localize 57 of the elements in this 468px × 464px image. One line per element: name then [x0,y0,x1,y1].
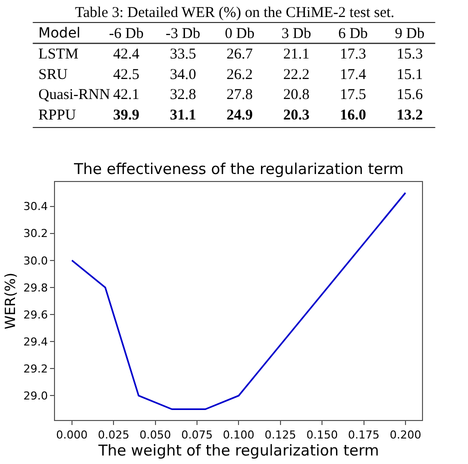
data-label: 21.1 [283,46,310,62]
x-axis-title: The weight of the regularization term [97,441,379,460]
data-label: 20.8 [283,87,310,104]
data-label: 15.3 [396,46,423,62]
data-label: 17.3 [340,46,366,62]
data-label: 20.3 [283,108,310,124]
y-axis-title: Model [38,26,80,42]
x-tick-label: -3 Db [166,26,200,42]
x-tick-label: 0.000 [56,428,88,442]
x-tick-label: 3 Db [282,26,312,42]
data-label: 24.9 [226,108,253,124]
x-tick-label: 6 Db [338,26,368,42]
y-tick-label: 29.6 [23,308,48,322]
data-label: 15.6 [396,87,424,104]
data-label: 42.4 [113,46,140,62]
chart-title: The effectiveness of the regularization term [73,160,404,178]
x-tick-label: 0.025 [98,428,130,442]
y-tick-label: Quasi-RNN [38,87,110,104]
x-tick-label: -6 Db [109,26,144,42]
x-tick-label: 0 Db [224,26,254,42]
y-tick-label: RPPU [38,108,76,124]
y-tick-label: LSTM [38,46,78,62]
data-label: 17.4 [340,66,367,83]
x-tick-label: 0.100 [222,428,254,442]
chart-title: Table 3: Detailed WER (%) on the CHiME-2 test set. [75,5,394,21]
x-tick-label: 0.050 [140,428,172,442]
data-label: 22.2 [283,66,310,83]
data-label: 26.2 [226,66,253,83]
line-series [71,192,406,410]
x-tick-label: 0.150 [306,428,338,442]
y-tick-label: SRU [38,66,68,83]
data-label: 31.1 [170,108,196,124]
y-tick-label: 30.0 [23,254,48,268]
data-label: 32.8 [170,87,196,104]
x-tick-label: 0.075 [181,428,213,442]
data-label: 27.8 [226,87,253,104]
data-label: 33.5 [170,46,196,62]
x-tick-label: 9 Db [394,26,425,42]
data-label: 16.0 [340,108,366,124]
y-tick-label: 29.8 [23,281,48,294]
data-label: 42.1 [113,87,140,104]
data-label: 42.5 [113,66,140,83]
data-label: 39.9 [113,108,140,124]
y-tick-label: 29.2 [23,362,48,376]
x-tick-label: 0.125 [264,428,296,442]
data-label: 15.1 [396,66,423,83]
y-tick-label: 29.0 [23,390,48,403]
data-label: 13.2 [396,108,423,124]
y-axis-title: WER(%) [2,272,19,330]
y-tick-label: 30.2 [23,227,48,240]
data-label: 26.7 [226,46,254,62]
y-tick-label: 30.4 [23,200,48,214]
data-label: 17.5 [340,87,366,104]
x-tick-label: 0.200 [390,428,422,442]
x-tick-label: 0.175 [348,428,380,442]
data-label: 34.0 [170,66,196,83]
y-tick-label: 29.4 [23,335,48,348]
